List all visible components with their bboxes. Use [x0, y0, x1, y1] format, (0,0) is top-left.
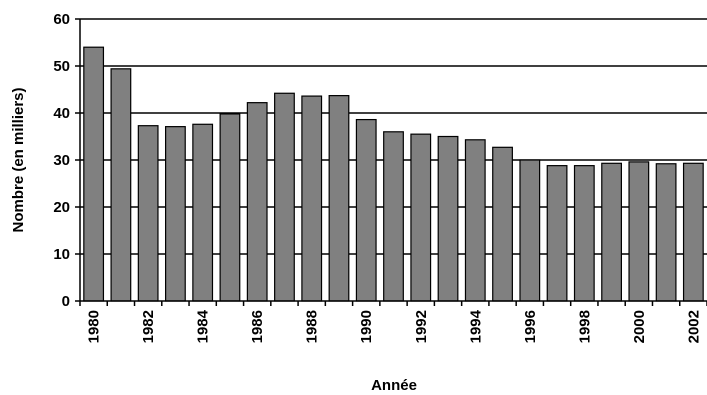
y-tick-label: 30 — [53, 152, 70, 169]
bar-2000 — [628, 161, 650, 302]
y-tick-label: 10 — [53, 246, 70, 263]
bar-1996 — [519, 159, 541, 302]
bar-1992 — [410, 133, 432, 302]
bar-1982 — [137, 125, 159, 302]
bar-1989 — [328, 95, 350, 302]
bar-1999 — [601, 162, 623, 302]
bars — [83, 46, 704, 302]
x-tick-labels: 1980 1982 1984 1986 1988 1990 1992 1994 1996 1998… — [79, 301, 707, 343]
x-tick-label-2000: 2000 — [631, 310, 648, 343]
y-tick-label: 40 — [53, 105, 70, 122]
bar-1986 — [246, 102, 268, 302]
bar-1995 — [492, 146, 513, 302]
bar-2002 — [682, 162, 704, 302]
bar-1998 — [573, 165, 595, 302]
x-tick-label-1982: 1982 — [140, 310, 157, 343]
bar-1990 — [355, 118, 377, 302]
x-tick-label-1994: 1994 — [467, 309, 484, 343]
bar-1983 — [164, 126, 186, 302]
y-tick-label: 50 — [53, 58, 70, 75]
bar-1993 — [437, 135, 459, 302]
x-tick-label-1992: 1992 — [413, 310, 430, 343]
x-tick-label-1986: 1986 — [249, 310, 266, 343]
y-tick-label: 60 — [53, 11, 70, 28]
bar-1994 — [464, 139, 486, 302]
y-tick-label: 20 — [53, 199, 70, 216]
x-tick-label-1998: 1998 — [576, 310, 593, 343]
bar-1991 — [383, 131, 404, 302]
x-tick-label-1980: 1980 — [86, 310, 103, 343]
x-tick-label-2002: 2002 — [685, 310, 702, 343]
bar-1980 — [83, 46, 105, 302]
x-tick-label-1984: 1984 — [195, 309, 212, 343]
y-tick-label: 0 — [62, 293, 70, 310]
x-tick-label-1996: 1996 — [522, 310, 539, 343]
x-tick-label-1988: 1988 — [304, 310, 321, 343]
bar-1997 — [546, 165, 568, 302]
bar-1981 — [110, 68, 132, 302]
bar-1987 — [274, 92, 295, 302]
bar-1988 — [301, 95, 323, 302]
bar-2001 — [655, 163, 677, 302]
y-tick-labels: 0 10 20 30 40 50 60 — [53, 11, 80, 310]
x-tick-label-1990: 1990 — [358, 310, 375, 343]
bar-1985 — [219, 113, 241, 302]
y-axis-title: Nombre (en milliers) — [10, 87, 27, 232]
x-axis-title: Année — [371, 377, 417, 394]
bar-1984 — [192, 123, 214, 302]
